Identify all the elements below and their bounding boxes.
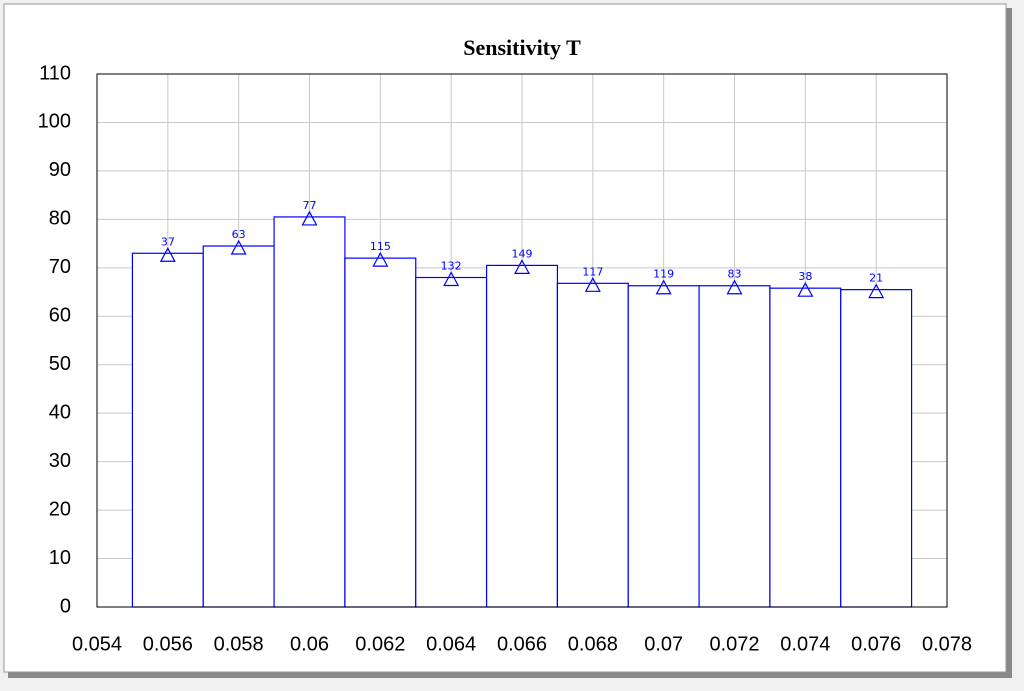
marker: [372, 251, 389, 267]
y-tick-label: 40: [49, 401, 71, 423]
count-label: 37: [161, 235, 175, 248]
x-tick-label: 0.056: [143, 633, 193, 655]
bar: [769, 287, 842, 608]
x-tick-label: 0.06: [290, 633, 329, 655]
y-tick-label: 10: [49, 547, 71, 569]
y-tick-label: 70: [49, 256, 71, 278]
count-label: 115: [370, 240, 391, 253]
count-label: 117: [582, 265, 603, 278]
bar: [415, 276, 488, 608]
bar: [698, 285, 771, 608]
x-tick-label: 0.062: [355, 633, 405, 655]
bar: [556, 282, 629, 608]
x-tick-label: 0.058: [214, 633, 264, 655]
count-label: 83: [728, 268, 742, 281]
x-tick-label: 0.066: [497, 633, 547, 655]
bar: [627, 285, 700, 608]
y-tick-label: 90: [49, 159, 71, 181]
bar: [840, 289, 913, 608]
marker: [159, 247, 176, 262]
marker: [797, 281, 814, 297]
count-label: 38: [798, 270, 812, 283]
plot-border: [96, 73, 948, 608]
x-tick-label: 0.068: [568, 633, 618, 655]
x-tick-label: 0.074: [780, 633, 830, 655]
count-label: 63: [232, 228, 246, 241]
marker: [301, 210, 318, 226]
y-tick-label: 80: [49, 208, 71, 230]
marker: [513, 259, 531, 274]
x-tick-label: 0.076: [851, 633, 901, 655]
y-tick-label: 110: [39, 62, 71, 84]
bar: [344, 257, 417, 608]
count-label: 149: [512, 247, 533, 260]
y-tick-label: 0: [60, 595, 71, 617]
marker: [584, 277, 601, 292]
x-tick-label: 0.054: [72, 633, 122, 655]
bar: [131, 252, 204, 608]
count-label: 119: [653, 268, 674, 281]
bar: [485, 264, 559, 608]
marker: [868, 283, 885, 299]
y-tick-label: 50: [49, 353, 71, 375]
x-tick-label: 0.072: [709, 633, 759, 655]
bar: [202, 245, 275, 608]
marker: [655, 279, 672, 295]
y-tick-label: 20: [49, 498, 71, 520]
x-tick-label: 0.07: [644, 633, 683, 655]
x-tick-label: 0.078: [922, 633, 972, 655]
bar: [273, 216, 346, 608]
chart-title: Sensitivity T: [463, 35, 581, 60]
count-label: 21: [869, 272, 883, 285]
count-label: 132: [441, 260, 462, 273]
marker: [230, 239, 247, 255]
x-tick-label: 0.064: [426, 633, 476, 655]
count-label: 77: [303, 199, 317, 212]
y-tick-label: 30: [49, 450, 71, 472]
y-tick-label: 60: [49, 305, 71, 327]
marker: [726, 279, 743, 295]
y-tick-label: 100: [38, 111, 71, 133]
marker: [443, 271, 460, 287]
